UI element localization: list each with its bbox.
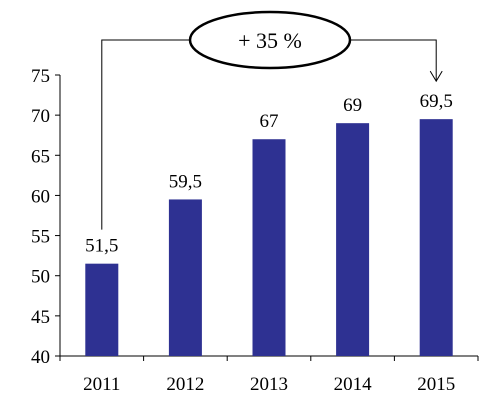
x-tick-label: 2012 [166, 374, 204, 395]
y-tick-label: 65 [31, 146, 50, 167]
bar-2014 [336, 123, 370, 357]
x-tick-label: 2013 [250, 374, 288, 395]
x-tick-label: 2015 [417, 374, 455, 395]
data-labels: 51,5 59,5 67 69 69,5 [85, 91, 453, 257]
bar-2012 [168, 199, 202, 356]
annotation-ellipse [188, 10, 352, 70]
y-axis: 40 45 50 55 60 65 70 75 [31, 66, 61, 368]
y-tick-label: 50 [31, 267, 50, 288]
y-tick-label: 45 [31, 307, 50, 328]
bar-2015 [419, 119, 453, 357]
bars [85, 119, 453, 357]
annotation-arrowhead [429, 70, 443, 83]
data-label-2012: 59,5 [169, 171, 202, 192]
data-label-2015: 69,5 [420, 91, 453, 112]
x-tick-label: 2011 [83, 374, 120, 395]
annotation-connector-line [101, 39, 437, 230]
x-axis: 2011 2012 2013 2014 2015 [59, 355, 479, 395]
data-label-2011: 51,5 [85, 236, 118, 257]
bar-2013 [252, 139, 286, 356]
y-tick-label: 55 [31, 227, 50, 248]
y-tick-label: 75 [31, 66, 50, 87]
bar-2011 [85, 263, 119, 356]
y-tick-label: 60 [31, 186, 50, 207]
data-label-2013: 67 [260, 111, 279, 132]
data-label-2014: 69 [343, 95, 362, 116]
growth-annotation: + 35 % [101, 10, 443, 230]
x-tick-label: 2014 [334, 374, 373, 395]
annotation-label: + 35 % [238, 28, 302, 53]
y-tick-label: 70 [31, 106, 50, 127]
y-tick-label: 40 [31, 347, 50, 368]
